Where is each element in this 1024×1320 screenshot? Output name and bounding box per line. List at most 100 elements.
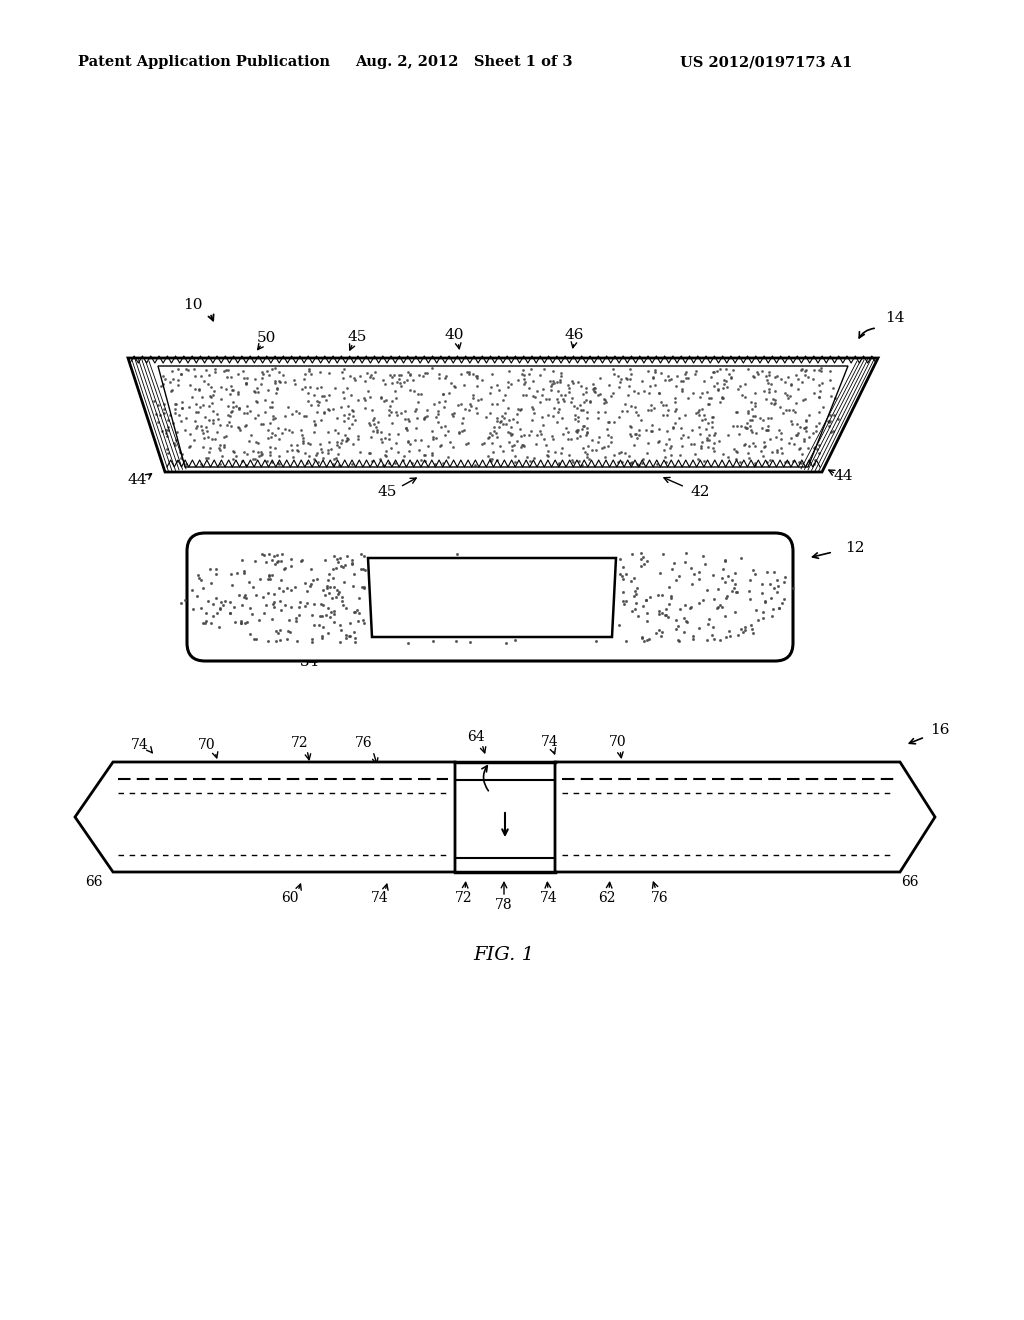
Point <box>777 371 794 392</box>
Point <box>683 597 699 618</box>
Point <box>263 426 280 447</box>
Point <box>222 384 239 405</box>
Point <box>313 442 330 463</box>
Point <box>264 422 281 444</box>
Point <box>631 420 647 441</box>
Point <box>410 384 426 405</box>
Point <box>184 385 201 407</box>
Point <box>662 370 678 391</box>
Point <box>481 383 498 404</box>
Point <box>194 387 210 408</box>
Text: 74: 74 <box>371 891 389 906</box>
Point <box>665 417 681 438</box>
Point <box>716 370 732 391</box>
Point <box>769 582 785 603</box>
Point <box>773 422 790 444</box>
Point <box>214 446 230 467</box>
Point <box>757 380 773 401</box>
Point <box>257 552 273 573</box>
Point <box>319 440 336 461</box>
Point <box>739 412 756 433</box>
Point <box>700 388 717 409</box>
Point <box>825 404 842 425</box>
Point <box>382 396 398 417</box>
Point <box>522 359 539 380</box>
Point <box>191 568 208 589</box>
Point <box>825 378 842 399</box>
Point <box>669 619 685 640</box>
Point <box>398 370 415 391</box>
Point <box>570 371 587 392</box>
Point <box>317 389 334 411</box>
Point <box>167 429 183 450</box>
Point <box>614 582 631 603</box>
Point <box>785 433 802 454</box>
Point <box>729 581 745 602</box>
Point <box>437 367 454 388</box>
Point <box>400 408 417 429</box>
Point <box>639 442 655 463</box>
Point <box>227 396 244 417</box>
Point <box>384 367 400 388</box>
Point <box>233 610 250 631</box>
Point <box>797 417 813 438</box>
Point <box>624 451 640 473</box>
Point <box>284 440 300 461</box>
Point <box>819 411 836 432</box>
Point <box>549 371 565 392</box>
Point <box>329 432 345 453</box>
Point <box>335 381 351 403</box>
Point <box>366 367 382 388</box>
Point <box>173 447 189 469</box>
Point <box>662 593 678 614</box>
Point <box>355 558 372 579</box>
Point <box>189 565 206 586</box>
Point <box>344 553 360 574</box>
Point <box>558 417 574 438</box>
Point <box>294 424 310 445</box>
Text: US 2012/0197173 A1: US 2012/0197173 A1 <box>680 55 852 69</box>
Point <box>741 589 758 610</box>
Text: 45: 45 <box>377 484 396 499</box>
Point <box>198 610 214 631</box>
Point <box>348 599 365 620</box>
Point <box>347 370 364 391</box>
Point <box>678 360 694 381</box>
Point <box>247 550 263 572</box>
Point <box>741 447 758 469</box>
Point <box>260 428 276 449</box>
Point <box>399 420 416 441</box>
Point <box>435 453 452 474</box>
Point <box>298 581 314 602</box>
Point <box>584 429 600 450</box>
Point <box>623 570 639 591</box>
Point <box>216 590 232 611</box>
Point <box>742 409 759 430</box>
Point <box>664 558 680 579</box>
Point <box>721 363 737 384</box>
Point <box>280 620 296 642</box>
Point <box>743 421 760 442</box>
Point <box>536 379 552 400</box>
Point <box>755 601 771 622</box>
Point <box>266 583 283 605</box>
Point <box>258 594 274 615</box>
Point <box>202 437 218 458</box>
Point <box>778 385 795 407</box>
Point <box>552 371 568 392</box>
Point <box>316 385 333 407</box>
Point <box>154 375 170 396</box>
Point <box>250 405 266 426</box>
Point <box>490 379 507 400</box>
Point <box>260 565 276 586</box>
Point <box>710 597 726 618</box>
Point <box>400 440 417 461</box>
Point <box>211 414 227 436</box>
Point <box>206 380 222 401</box>
Point <box>796 430 812 451</box>
Point <box>378 389 394 411</box>
Point <box>297 363 313 384</box>
Point <box>284 597 300 618</box>
Point <box>196 428 212 449</box>
Point <box>246 628 262 649</box>
